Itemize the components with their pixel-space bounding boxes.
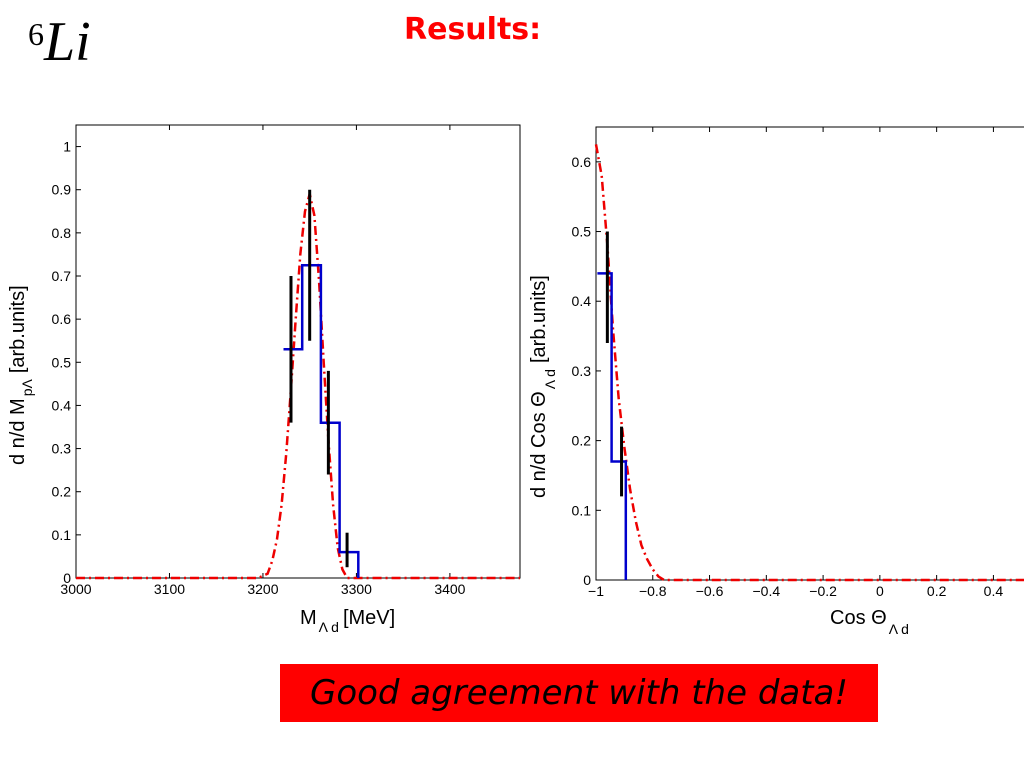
left-ytick-label: 0.9 [52, 182, 72, 198]
right-ylabel: d n/d Cos ΘΛ d[arb.units] [528, 275, 558, 498]
right-ytick-label: 0.5 [572, 224, 592, 240]
mass-number: 6 [28, 16, 44, 52]
right-ytick-label: 0.1 [572, 502, 592, 518]
right-xtick-label: −0.2 [809, 583, 837, 599]
left-ytick-label: 0.8 [52, 225, 72, 241]
right-xtick-label: −1 [588, 583, 604, 599]
right-xtick-label: 0.4 [984, 583, 1004, 599]
nucleus-title: 6Li [28, 10, 91, 74]
right-plot-frame [595, 126, 1024, 581]
left-ytick-label: 0.6 [52, 311, 72, 327]
left-xtick-label: 3000 [60, 581, 91, 597]
right-fit-curve [594, 144, 1024, 582]
right-xtick-label: 0.2 [927, 583, 947, 599]
right-ytick-label: 0.4 [572, 293, 592, 309]
right-ytick-label: 0.6 [572, 154, 592, 170]
left-ytick-label: 0.3 [52, 441, 72, 457]
left-ytick-label: 1 [63, 139, 71, 155]
right-ytick-label: 0.2 [572, 433, 592, 449]
left-xtick-label: 3300 [341, 581, 372, 597]
left-plot-frame [75, 124, 521, 579]
left-ytick-label: 0.1 [52, 527, 72, 543]
results-heading: Results: [404, 12, 542, 47]
left-fit-curve [76, 193, 520, 580]
left-ytick-label: 0.4 [52, 397, 72, 413]
right-xtick-label: −0.4 [753, 583, 781, 599]
right-xtick-label: 0 [876, 583, 884, 599]
left-ylabel: d n/d MpΛ[arb.units] [7, 285, 35, 465]
left-ytick-label: 0.7 [52, 268, 72, 284]
left-xtick-label: 3200 [247, 581, 278, 597]
right-xtick-label: −0.6 [696, 583, 724, 599]
left-ytick-label: 0.5 [52, 354, 72, 370]
right-ytick-label: 0.3 [572, 363, 592, 379]
right-ytick-label: 0 [583, 572, 591, 588]
left-xtick-label: 3100 [154, 581, 185, 597]
left-ytick-label: 0 [63, 570, 71, 586]
left-xtick-label: 3400 [434, 581, 465, 597]
right-xtick-label: −0.8 [639, 583, 667, 599]
agreement-banner: Good agreement with the data! [280, 664, 878, 722]
element-symbol: Li [44, 11, 91, 73]
left-histogram [283, 263, 360, 578]
left-ytick-label: 0.2 [52, 484, 72, 500]
